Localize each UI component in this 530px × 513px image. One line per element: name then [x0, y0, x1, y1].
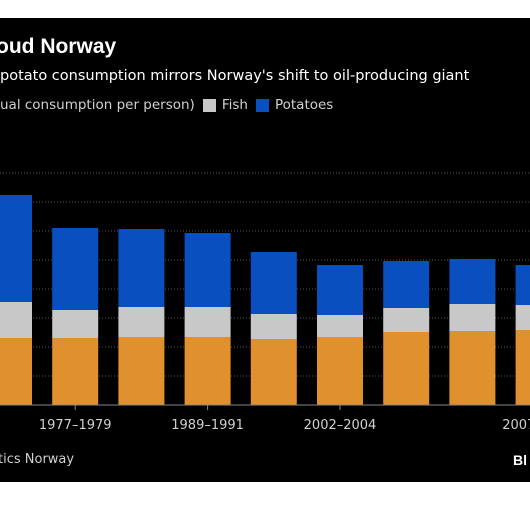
bar-4-series-1 [250, 314, 297, 339]
bar-1-series-2 [52, 228, 99, 310]
bar-1-series-1 [52, 310, 99, 338]
bar-8-series-1 [515, 305, 530, 330]
bar-6-series-1 [383, 308, 430, 332]
bar-1-series-0 [52, 338, 99, 405]
bar-8-series-2 [515, 265, 530, 305]
bar-0-series-1 [0, 302, 32, 338]
bar-8-series-0 [515, 330, 530, 405]
bar-3-series-0 [184, 337, 231, 405]
bar-5-series-0 [317, 337, 363, 405]
bar-6-series-0 [383, 332, 430, 405]
y-axis-label: ual consumption per person) [0, 97, 195, 113]
chart-title: oud Norway [0, 35, 117, 58]
bar-4-series-2 [250, 252, 297, 314]
bar-5-series-1 [317, 315, 363, 337]
bar-6-series-2 [383, 261, 430, 308]
x-tick-label-3: 2007–2009 [502, 418, 530, 433]
bar-2-series-2 [118, 229, 165, 307]
chart-subtitle: potato consumption mirrors Norway's shif… [0, 68, 470, 84]
legend-swatch-fish [202, 98, 216, 112]
bar-3-series-2 [184, 233, 231, 307]
x-tick-label-0: 1977–1979 [39, 418, 112, 433]
bar-4-series-0 [250, 339, 297, 405]
x-tick-label-2: 2002–2004 [304, 418, 377, 433]
bar-7-series-2 [449, 259, 496, 304]
bloomberg-logo: Bl [513, 452, 527, 468]
bar-2-series-0 [118, 337, 165, 405]
bar-7-series-0 [449, 331, 496, 405]
legend-label-potatoes: Potatoes [274, 97, 334, 113]
x-tick-label-1: 1989–1991 [171, 418, 244, 433]
bar-5-series-2 [317, 265, 363, 315]
legend-swatch-potatoes [255, 98, 269, 112]
bar-0-series-2 [0, 195, 32, 302]
bar-3-series-1 [184, 307, 231, 337]
chart-panel: oud Norway potato consumption mirrors No… [0, 18, 530, 482]
bar-2-series-1 [118, 307, 165, 337]
source-note: tics Norway [0, 452, 75, 467]
bar-0-series-0 [0, 338, 32, 405]
bar-7-series-1 [449, 304, 496, 331]
legend-label-fish: Fish [221, 97, 248, 113]
legend: ual consumption per person) Fish Potatoe… [0, 97, 333, 113]
